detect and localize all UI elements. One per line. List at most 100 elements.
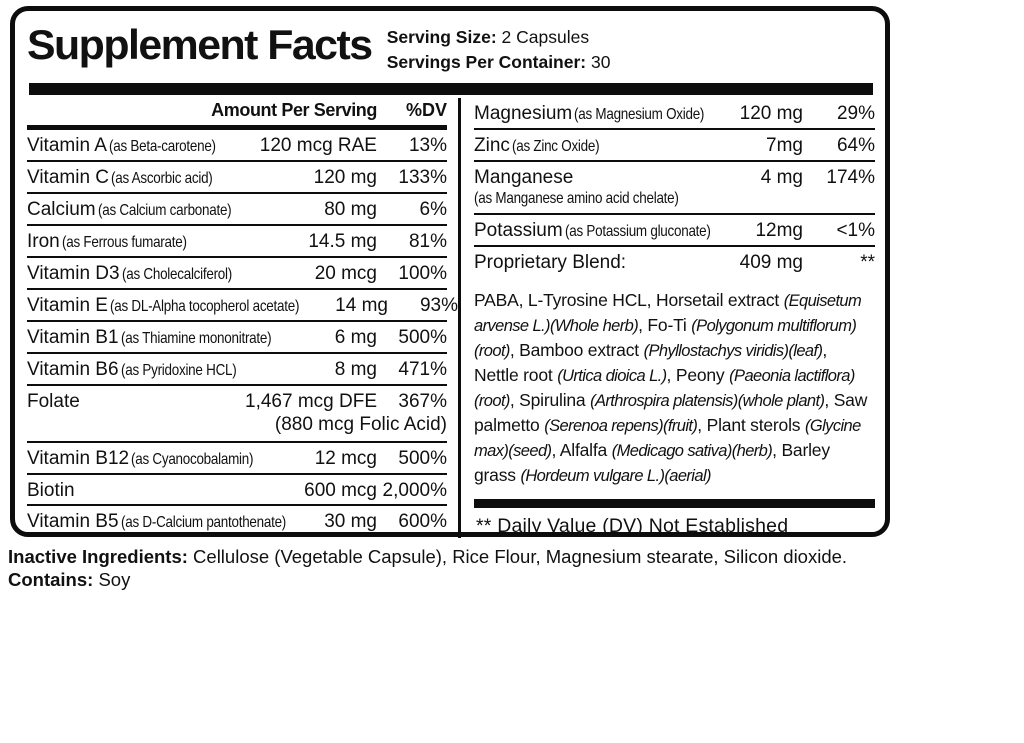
nutrient-row-line: Folate 1,467 mcg DFE 367% [27, 391, 447, 412]
nutrient-amount: 20 mcg [314, 263, 377, 284]
blend-latin-name: (Polygonum multiflorum)(root) [474, 317, 857, 360]
nutrient-row: Vitamin A (as Beta-carotene) 120 mcg RAE 13… [27, 130, 447, 162]
nutrient-name-cell: Calcium (as Calcium carbonate) [27, 199, 256, 221]
nutrient-source-detail: (as Cholecalciferol) [121, 266, 232, 283]
nutrient-daily-value: 29% [836, 103, 875, 124]
nutrient-source-detail: (as DL-Alpha tocopherol acetate) [109, 298, 300, 315]
blend-ingredient-text: , Spirulina [509, 390, 591, 410]
nutrient-daily-value: 64% [836, 135, 875, 156]
column-divider [458, 98, 461, 538]
left-column: Amount Per Serving %DV Vitamin A (as Beta… [27, 98, 458, 538]
blend-latin-name: (Phyllostachys viridis)(leaf) [643, 342, 823, 360]
supplement-facts-panel: Supplement Facts Serving Size: 2 Capsule… [10, 6, 890, 538]
nutrient-source-detail: (as D-Calcium pantothenate) [120, 514, 286, 531]
nutrient-name-cell: Biotin [27, 480, 75, 501]
nutrient-daily-value: 367% [398, 391, 447, 412]
nutrient-row: Vitamin B6 (as Pyridoxine HCL) 8 mg 471% [27, 354, 447, 386]
blend-latin-name: (Serenoa repens)(fruit) [544, 417, 698, 435]
nutrient-name-cell: Folate [27, 391, 80, 412]
proprietary-blend-ingredients: PABA, L-Tyrosine HCL, Horsetail extract … [474, 288, 875, 488]
nutrient-daily-value: 500% [398, 448, 447, 469]
servings-per-container-label: Servings Per Container: [386, 52, 587, 72]
nutrient-name: Folate [27, 391, 80, 412]
left-column-header: Amount Per Serving %DV [27, 98, 447, 125]
nutrient-amount: 120 mg [739, 103, 803, 124]
nutrient-daily-value: <1% [836, 220, 875, 241]
servings-per-container-line: Servings Per Container: 30 [387, 50, 611, 75]
nutrient-daily-value: 174% [826, 167, 875, 188]
nutrient-name-cell: Manganese [474, 167, 573, 188]
nutrient-row: Vitamin B5 (as D-Calcium pantothenate) 30 … [27, 506, 447, 536]
nutrient-name: Iron [27, 231, 60, 252]
nutrient-amount: 120 mcg RAE [259, 135, 377, 156]
contains-value: Soy [93, 569, 131, 590]
servings-per-container-value: 30 [586, 52, 611, 72]
nutrient-name: Vitamin B5 [27, 511, 119, 532]
right-column: Magnesium (as Magnesium Oxide) 120 mg 29% Zi… [461, 98, 875, 538]
nutrient-name: Vitamin B12 [27, 448, 130, 469]
right-nutrient-rows: Magnesium (as Magnesium Oxide) 120 mg 29% Zi… [474, 98, 875, 276]
blend-ingredient-text: , Fo-Ti [638, 315, 692, 335]
page-title: Supplement Facts [27, 21, 373, 68]
serving-size-value: 2 Capsules [496, 27, 590, 47]
nutrient-amount: 4 mg [760, 167, 803, 188]
nutrient-amount: 14.5 mg [308, 231, 377, 252]
nutrient-row: Proprietary Blend: 409 mg ** [474, 247, 875, 276]
blend-latin-name: (Hordeum vulgare L.)(aerial) [520, 467, 711, 485]
nutrient-amount: 120 mg [313, 167, 377, 188]
nutrient-source-detail: (as Beta-carotene) [108, 138, 216, 155]
left-header-rule [27, 125, 447, 130]
nutrient-name: Potassium [474, 220, 563, 241]
nutrient-row: Calcium (as Calcium carbonate) 80 mg 6% [27, 194, 447, 226]
nutrient-amount: 12 mcg [314, 448, 377, 469]
nutrient-row-line: Vitamin D3 (as Cholecalciferol) 20 mcg 100% [27, 263, 447, 285]
nutrient-amount: 7mg [766, 135, 803, 156]
nutrient-daily-value: ** [860, 252, 875, 273]
nutrient-name: Manganese [474, 167, 574, 188]
nutrient-row: Vitamin B12 (as Cyanocobalamin) 12 mcg 500% [27, 443, 447, 475]
nutrient-name-cell: Vitamin D3 (as Cholecalciferol) [27, 263, 253, 285]
blend-latin-name: (Arthrospira platensis)(whole plant) [590, 392, 825, 410]
nutrient-name-cell: Potassium (as Potassium gluconate) [474, 220, 738, 242]
nutrient-name: Magnesium [474, 103, 573, 124]
nutrient-source-detail: (as Thiamine mononitrate) [120, 330, 272, 347]
inactive-ingredients-value: Cellulose (Vegetable Capsule), Rice Flou… [187, 546, 848, 567]
nutrient-row: Folate 1,467 mcg DFE 367% (880 mcg Folic Ac… [27, 386, 447, 443]
blend-latin-name: (Equisetum arvense L.)(Whole herb) [474, 292, 862, 335]
serving-info: Serving Size: 2 Capsules Servings Per Co… [387, 17, 611, 75]
nutrient-daily-value: 100% [398, 263, 447, 284]
nutrient-name-cell: Vitamin B1 (as Thiamine mononitrate) [27, 327, 300, 349]
nutrient-amount: 80 mg [324, 199, 377, 220]
nutrient-source-detail: (as Cyanocobalamin) [131, 451, 254, 468]
nutrient-daily-value: 81% [408, 231, 447, 252]
nutrient-row-line: Calcium (as Calcium carbonate) 80 mg 6% [27, 199, 447, 221]
blend-ingredient-text: , Nettle root [474, 340, 828, 385]
nutrient-daily-value: 6% [419, 199, 447, 220]
nutrient-row: Vitamin B1 (as Thiamine mononitrate) 6 mg 5… [27, 322, 447, 354]
nutrient-row: Magnesium (as Magnesium Oxide) 120 mg 29% [474, 98, 875, 130]
nutrient-name-cell: Vitamin E (as DL-Alpha tocopherol acetate… [27, 295, 335, 317]
nutrient-amount: 6 mg [334, 327, 377, 348]
nutrient-amount: 14 mg [335, 295, 388, 316]
nutrient-amount: 1,467 mcg DFE [245, 391, 377, 412]
nutrient-daily-value: 500% [398, 327, 447, 348]
header-divider-bar [29, 83, 873, 95]
nutrient-name: Vitamin E [27, 295, 108, 316]
footnote-divider-bar [474, 499, 875, 508]
bottom-ingredients-text: Inactive Ingredients: Cellulose (Vegetab… [8, 545, 1008, 591]
nutrient-row-line: Iron (as Ferrous fumarate) 14.5 mg 81% [27, 231, 447, 253]
nutrient-row: Potassium (as Potassium gluconate) 12mg <1% [474, 215, 875, 247]
nutrient-row-line: Vitamin C (as Ascorbic acid) 120 mg 133% [27, 167, 447, 189]
nutrient-row: Vitamin C (as Ascorbic acid) 120 mg 133% [27, 162, 447, 194]
nutrient-daily-value: 133% [398, 167, 447, 188]
nutrient-name: Calcium [27, 199, 96, 220]
blend-ingredient-text: , Barley grass [474, 440, 830, 485]
blend-ingredient-text: , Alfalfa [551, 440, 612, 460]
nutrient-name-cell: Magnesium (as Magnesium Oxide) [474, 103, 729, 125]
nutrient-amount: 12mg [755, 220, 803, 241]
nutrient-name: Zinc [474, 135, 510, 156]
nutrient-row-line: Vitamin B1 (as Thiamine mononitrate) 6 mg 5… [27, 327, 447, 349]
nutrient-source-detail: (as Ascorbic acid) [111, 170, 213, 187]
left-nutrient-rows: Vitamin A (as Beta-carotene) 120 mcg RAE 13… [27, 130, 458, 536]
nutrient-source-detail: (as Pyridoxine HCL) [120, 362, 237, 379]
